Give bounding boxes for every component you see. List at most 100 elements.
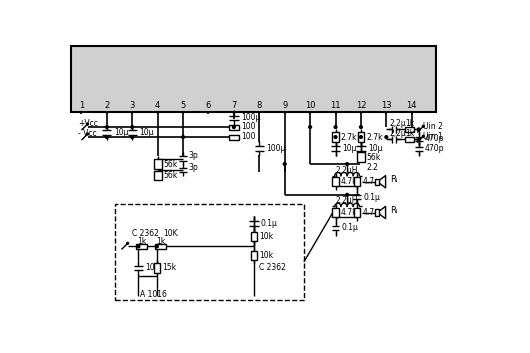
- Circle shape: [422, 136, 424, 137]
- Circle shape: [284, 163, 286, 166]
- Text: 2,2μ: 2,2μ: [390, 119, 406, 128]
- Text: 2.7k: 2.7k: [341, 133, 357, 142]
- Text: 2,2μ: 2,2μ: [390, 130, 406, 138]
- Text: - Vcc: - Vcc: [78, 130, 97, 138]
- Bar: [154, 171, 162, 180]
- Circle shape: [233, 126, 235, 128]
- Text: 4.7: 4.7: [363, 208, 375, 217]
- Bar: [229, 135, 239, 140]
- Circle shape: [127, 243, 129, 244]
- Text: 2.2μH: 2.2μH: [336, 197, 358, 205]
- Text: 56k: 56k: [163, 171, 178, 180]
- Text: 56k: 56k: [366, 152, 381, 162]
- Circle shape: [346, 163, 348, 166]
- Bar: [154, 160, 162, 169]
- Bar: [332, 208, 339, 217]
- Text: 0.1μ: 0.1μ: [261, 219, 278, 228]
- Text: 5: 5: [180, 101, 186, 110]
- Circle shape: [309, 126, 312, 128]
- Circle shape: [385, 136, 388, 138]
- Text: 3p: 3p: [189, 163, 198, 172]
- Text: 100: 100: [241, 132, 255, 141]
- Text: 14: 14: [407, 101, 417, 110]
- Text: 12: 12: [356, 101, 366, 110]
- Circle shape: [131, 136, 134, 138]
- Text: 3: 3: [129, 101, 135, 110]
- Text: 10μ: 10μ: [368, 144, 382, 153]
- Circle shape: [359, 126, 363, 128]
- Bar: [251, 232, 257, 241]
- Text: 13: 13: [381, 101, 392, 110]
- Bar: [332, 177, 339, 186]
- Bar: [358, 132, 364, 142]
- Text: 100μ: 100μ: [241, 113, 260, 122]
- Text: Rₗ: Rₗ: [390, 206, 398, 215]
- Text: 2.2: 2.2: [366, 163, 378, 172]
- Text: 1k: 1k: [156, 237, 165, 246]
- Circle shape: [137, 245, 140, 248]
- Text: 56k: 56k: [163, 160, 178, 168]
- Circle shape: [422, 125, 424, 127]
- Text: 100μ: 100μ: [266, 144, 286, 153]
- Text: 0.1μ: 0.1μ: [342, 223, 359, 232]
- Bar: [136, 244, 147, 249]
- Bar: [405, 127, 414, 132]
- Text: 10k: 10k: [259, 251, 273, 260]
- Text: 7: 7: [231, 101, 236, 110]
- Circle shape: [105, 136, 108, 138]
- Text: C 2362: C 2362: [259, 263, 286, 272]
- Bar: [354, 177, 360, 186]
- Bar: [72, 46, 436, 112]
- Text: A 1016: A 1016: [140, 290, 167, 299]
- Bar: [405, 137, 414, 142]
- Bar: [155, 244, 166, 249]
- Circle shape: [87, 133, 89, 135]
- Circle shape: [87, 123, 89, 125]
- Text: 10μ: 10μ: [145, 263, 160, 273]
- Text: 4.7k: 4.7k: [341, 177, 358, 186]
- Circle shape: [417, 138, 420, 141]
- Text: 10μ: 10μ: [139, 128, 154, 137]
- Text: 10μ: 10μ: [114, 128, 128, 137]
- Circle shape: [155, 245, 158, 248]
- Text: 0.1μ: 0.1μ: [363, 193, 380, 202]
- Text: 4.7: 4.7: [363, 177, 375, 186]
- Text: 4: 4: [155, 101, 160, 110]
- Text: 1k: 1k: [137, 237, 146, 246]
- Circle shape: [334, 126, 337, 128]
- Circle shape: [131, 126, 134, 128]
- Text: 9: 9: [282, 101, 287, 110]
- Text: 1k: 1k: [405, 119, 414, 128]
- Text: 10μ: 10μ: [342, 144, 357, 153]
- Bar: [332, 132, 339, 142]
- Text: 2.7k: 2.7k: [366, 133, 383, 142]
- Circle shape: [182, 136, 184, 138]
- Bar: [229, 125, 239, 130]
- Bar: [357, 152, 365, 162]
- Text: 8: 8: [257, 101, 262, 110]
- Text: +Vcc: +Vcc: [78, 119, 98, 128]
- Text: 470p: 470p: [425, 134, 444, 143]
- Text: 2: 2: [104, 101, 110, 110]
- Circle shape: [105, 126, 108, 128]
- Text: 10: 10: [305, 101, 315, 110]
- Text: 1: 1: [79, 101, 84, 110]
- Bar: [375, 179, 379, 185]
- Text: 2.2μH: 2.2μH: [336, 166, 358, 175]
- Text: 11: 11: [330, 101, 341, 110]
- Text: 10k: 10k: [259, 232, 273, 241]
- Text: 470p: 470p: [425, 144, 444, 153]
- Bar: [251, 251, 257, 260]
- Text: 6: 6: [206, 101, 211, 110]
- Text: Rₗ: Rₗ: [390, 175, 398, 184]
- Text: Uin 1: Uin 1: [423, 132, 443, 141]
- Text: C 2362: C 2362: [132, 229, 159, 238]
- Circle shape: [334, 136, 337, 138]
- Bar: [354, 208, 360, 217]
- Text: Uin 2: Uin 2: [423, 122, 443, 131]
- Text: 4.7k: 4.7k: [341, 208, 358, 217]
- Bar: [375, 209, 379, 216]
- Text: 3p: 3p: [189, 151, 198, 160]
- Circle shape: [417, 128, 420, 131]
- Text: 100: 100: [241, 122, 255, 131]
